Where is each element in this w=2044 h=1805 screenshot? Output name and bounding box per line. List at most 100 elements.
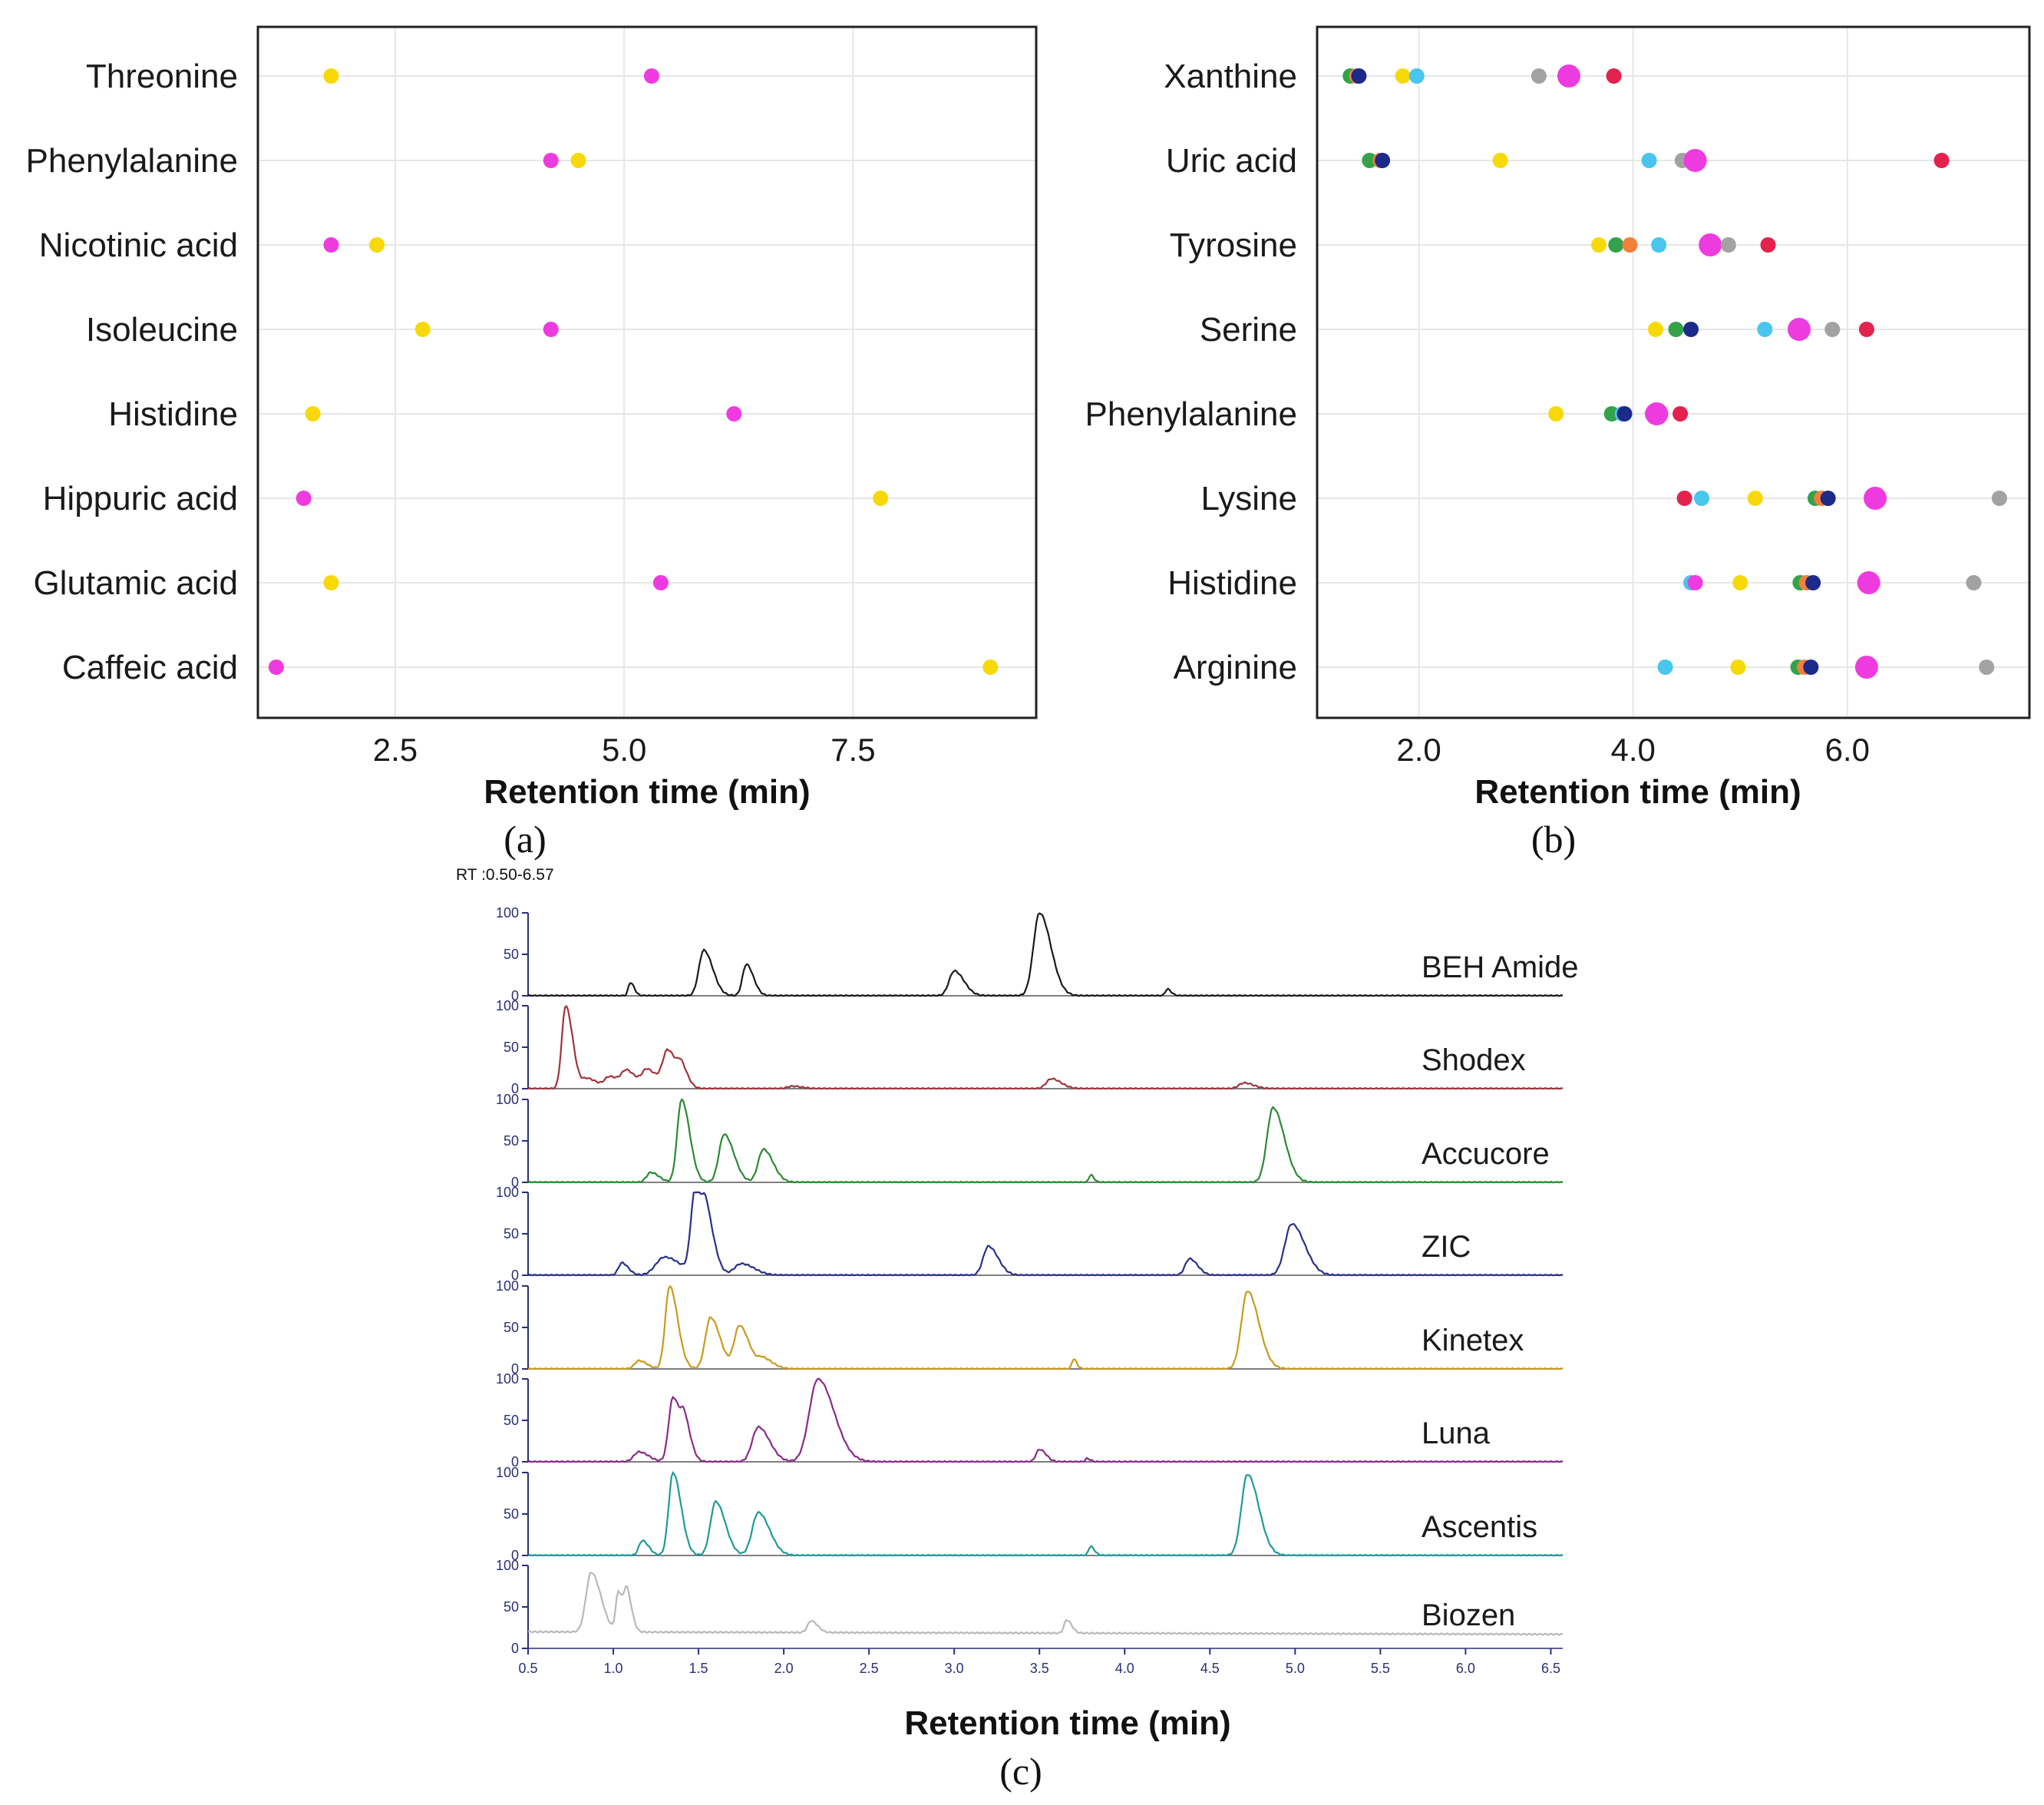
chromatogram-y-tick-label: 100 — [496, 1558, 519, 1573]
panel-a-category-label-phenylalanine: Phenylalanine — [26, 142, 238, 180]
panel-a-point-yellow-histidine — [305, 406, 321, 421]
panel-b-point-cyan-tyrosine — [1651, 237, 1667, 253]
panel-b-category-label-xanthine: Xanthine — [1164, 58, 1297, 95]
panel-b-point-green-phenylalanine — [1603, 406, 1620, 421]
chromatogram-trace-shodex — [527, 1005, 1564, 1090]
panel-b-point-gray-arginine — [1979, 660, 1995, 675]
panel-c-label: (c) — [999, 1750, 1042, 1793]
chromatogram-zic: 0 50 100 ZIC — [496, 1185, 1564, 1283]
panel-b-points — [1342, 64, 2007, 679]
panel-c-chromatograms: RT :0.50-6.57 0 50 100 BEH Amide 0 50 100 Shode… — [456, 866, 1579, 1793]
chromatogram-x-tick-label: 4.0 — [1115, 1661, 1134, 1676]
chromatogram-trace-zic — [527, 1191, 1564, 1277]
panel-b-x-ticks: 2.0 4.0 6.0 — [1396, 732, 1870, 768]
panel-c-x-axis-title: Retention time (min) — [904, 1704, 1230, 1742]
panel-b-point-green-tyrosine — [1608, 237, 1624, 253]
panel-b-point-yellow-uric-acid — [1492, 153, 1508, 168]
panel-b-point-navy-phenylalanine — [1616, 406, 1633, 421]
panel-a-plot-frame — [256, 25, 1038, 719]
panel-b-category-label-phenylalanine: Phenylalanine — [1085, 395, 1297, 433]
chromatogram-x-tick-label: 3.5 — [1030, 1661, 1049, 1676]
chromatogram-y-tick-label: 0 — [511, 1361, 519, 1377]
chromatogram-y-tick-label: 0 — [511, 1454, 519, 1469]
panel-b-point-navy-histidine — [1805, 575, 1821, 590]
panel-b-point-red-phenylalanine — [1673, 406, 1689, 421]
panel-b-point-navy-arginine — [1803, 660, 1819, 675]
chromatogram-trace-ascentis — [527, 1470, 1564, 1557]
chromatogram-y-tick-label: 50 — [504, 1320, 519, 1335]
chromatogram-ascentis: 0 50 100 Ascentis — [496, 1465, 1564, 1563]
panel-b-point-gray-xanthine — [1531, 68, 1547, 84]
panel-b-point-gray-serine — [1824, 322, 1841, 337]
panel-b-plot-frame — [1316, 25, 2031, 719]
panel-b-x-tick-label: 6.0 — [1825, 732, 1870, 768]
panel-b-point-magenta-serine — [1787, 318, 1811, 341]
panel-a-point-magenta-phenylalanine — [543, 153, 559, 168]
panel-a-point-yellow-hippuric-acid — [873, 491, 889, 506]
chromatogram-x-tick-label: 2.0 — [774, 1661, 794, 1676]
panel-a-point-yellow-caffeic-acid — [982, 660, 999, 675]
chromatogram-beh-amide: 0 50 100 BEH Amide — [496, 905, 1579, 1003]
panel-b-point-gray-lysine — [1991, 491, 2007, 506]
panel-b-point-cyan-serine — [1757, 322, 1773, 337]
panel-a-point-magenta-hippuric-acid — [296, 491, 312, 506]
panel-b-gridlines — [1317, 27, 2029, 718]
chromatogram-y-tick-label: 50 — [504, 1506, 519, 1522]
panel-b-x-tick-label: 2.0 — [1396, 732, 1441, 768]
chromatogram-label-kinetex: Kinetex — [1422, 1324, 1524, 1357]
chromatogram-x-tick-label: 4.5 — [1200, 1661, 1220, 1676]
chromatogram-y-tick-label: 50 — [504, 947, 519, 962]
panel-a-x-axis-title: Retention time (min) — [484, 773, 810, 811]
panel-b-point-yellow-arginine — [1730, 660, 1746, 675]
chromatogram-x-tick-label: 5.0 — [1286, 1661, 1305, 1676]
panel-b-point-navy-serine — [1683, 322, 1699, 337]
panel-a-point-magenta-glutamic-acid — [652, 575, 669, 590]
panel-a-point-magenta-threonine — [643, 68, 659, 84]
panel-a-point-magenta-histidine — [726, 406, 742, 421]
chromatogram-x-tick-label: 2.5 — [860, 1661, 879, 1676]
panel-b-point-magenta-phenylalanine — [1645, 402, 1669, 425]
panel-b-category-label-arginine: Arginine — [1174, 649, 1297, 686]
panel-a-category-label-threonine: Threonine — [86, 58, 238, 95]
chromatogram-label-luna: Luna — [1422, 1417, 1491, 1450]
chromatogram-trace-biozen — [527, 1572, 1563, 1636]
chromatogram-label-zic: ZIC — [1422, 1230, 1471, 1264]
panel-b-point-yellow-tyrosine — [1591, 237, 1607, 253]
panel-b-point-magenta-histidine — [1857, 571, 1881, 594]
panel-b-x-tick-label: 4.0 — [1610, 732, 1655, 768]
panel-b-point-magenta-uric-acid — [1683, 149, 1707, 172]
chromatogram-x-tick-label: 6.5 — [1541, 1661, 1560, 1676]
chromatogram-kinetex: 0 50 100 Kinetex — [496, 1278, 1564, 1377]
chromatogram-y-tick-label: 50 — [504, 1413, 519, 1428]
panel-a-point-yellow-glutamic-acid — [323, 575, 339, 590]
chromatogram-y-tick-label: 100 — [496, 1185, 519, 1200]
panel-b-point-yellow-xanthine — [1395, 68, 1411, 84]
panel-c-traces: 0 50 100 BEH Amide 0 50 100 Shodex 0 50 100 Accucor… — [496, 905, 1579, 1656]
panel-b-point-cyan-uric-acid — [1641, 153, 1657, 168]
panel-b-point-navy-lysine — [1820, 491, 1836, 506]
chromatogram-trace-luna — [527, 1377, 1564, 1463]
panel-b-point-green-uric-acid — [1362, 153, 1378, 168]
panel-b-point-green-serine — [1668, 322, 1684, 337]
chromatogram-y-tick-label: 100 — [496, 1371, 519, 1387]
panel-a-x-ticks: 2.5 5.0 7.5 — [373, 732, 876, 768]
panel-b-category-label-histidine: Histidine — [1167, 564, 1297, 602]
panel-b-point-magenta-tyrosine — [1699, 233, 1722, 256]
panel-b-point-magenta-xanthine — [1557, 64, 1580, 88]
chromatogram-x-tick-label: 0.5 — [518, 1661, 537, 1676]
chromatogram-x-tick-label: 3.0 — [945, 1661, 964, 1676]
panel-a-category-label-hippuric-acid: Hippuric acid — [43, 480, 238, 517]
panel-a-point-magenta-caffeic-acid — [268, 660, 284, 675]
panel-b-point-cyan-lysine — [1693, 491, 1709, 506]
panel-b-point-red-lysine — [1676, 491, 1692, 506]
chromatogram-trace-beh-amide — [527, 912, 1564, 997]
panel-b-point-gray-tyrosine — [1720, 237, 1736, 253]
chromatogram-y-tick-label: 0 — [511, 1548, 519, 1563]
panel-c-x-axis: 0.5 1.0 1.5 2.0 2.5 3.0 3.5 4.0 4.5 5.0 5.5 6.0 6.5 — [518, 1648, 1560, 1676]
chromatogram-trace-accucore — [527, 1097, 1564, 1184]
panel-b-point-red-uric-acid — [1933, 153, 1950, 168]
chromatogram-biozen: 0 50 100 Biozen — [496, 1558, 1563, 1656]
chromatogram-y-tick-label: 100 — [496, 1092, 519, 1107]
chromatogram-y-tick-label: 100 — [496, 1278, 519, 1294]
